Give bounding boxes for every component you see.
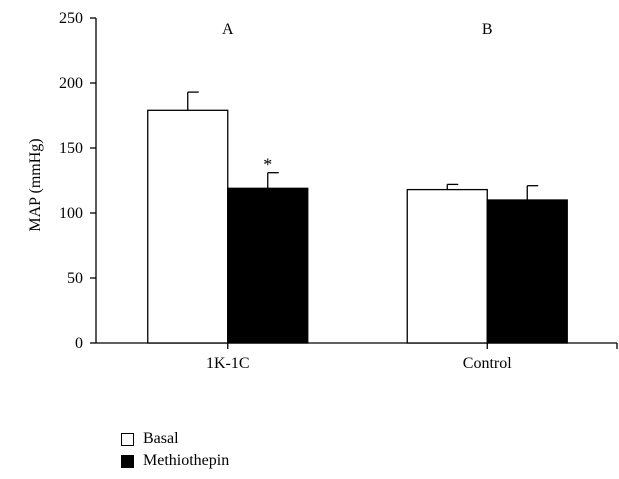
x-tick-label-control: Control [463, 355, 512, 372]
y-tick-label-250: 250 [59, 10, 83, 27]
legend-label-methiothepin: Methiothepin [143, 452, 230, 469]
legend-item-basal: Basal [121, 428, 229, 450]
y-axis: 0 50 100 150 200 250 [59, 10, 97, 352]
legend-swatch-basal [121, 432, 134, 446]
legend-swatch-methiothepin [121, 454, 134, 468]
bar-1k-1c-methiothepin [227, 187, 309, 344]
significance-marker: * [263, 155, 272, 175]
y-tick-label-0: 0 [75, 335, 83, 352]
bar-control-methiothepin [486, 199, 568, 344]
legend-label-basal: Basal [143, 430, 179, 447]
y-tick-label-150: 150 [59, 140, 83, 157]
bar-control-basal [406, 188, 488, 344]
y-tick-label-100: 100 [59, 205, 83, 222]
group-label-control: B [482, 21, 493, 38]
legend-item-methiothepin: Methiothepin [121, 450, 229, 472]
bar-1k-1c-basal [147, 109, 229, 344]
y-tick-label-50: 50 [67, 270, 83, 287]
legend: Basal Methiothepin [121, 428, 229, 472]
x-tick-label-1k-1c: 1K-1C [206, 355, 250, 372]
y-axis-label: MAP (mmHg) [27, 138, 44, 231]
x-axis: 1K-1C Control [96, 342, 618, 372]
y-tick-label-200: 200 [59, 75, 83, 92]
bars: A * B [147, 21, 568, 344]
group-label-1k-1c: A [222, 21, 234, 38]
